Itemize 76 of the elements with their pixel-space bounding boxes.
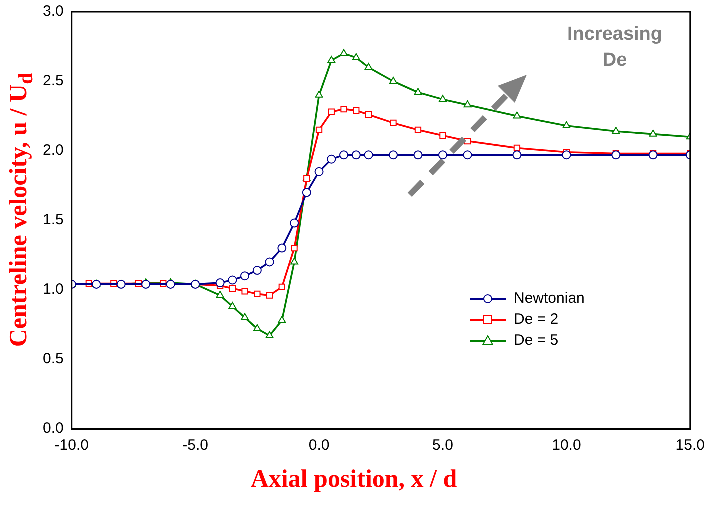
point bbox=[340, 150, 349, 160]
point bbox=[463, 150, 472, 160]
point bbox=[438, 150, 448, 160]
point bbox=[513, 112, 522, 119]
point bbox=[340, 106, 348, 113]
y-tick-label: 0.0 bbox=[42, 420, 64, 438]
point bbox=[266, 331, 274, 338]
x-tick-label: 10.0 bbox=[552, 437, 582, 454]
y-tick-label: 2.5 bbox=[42, 72, 64, 90]
point bbox=[228, 276, 238, 285]
annotation: Increasing De bbox=[566, 23, 664, 73]
point bbox=[302, 188, 312, 198]
x-tick-label: 15.0 bbox=[676, 437, 706, 454]
point bbox=[352, 53, 360, 60]
point bbox=[290, 218, 300, 228]
point bbox=[216, 291, 224, 298]
point bbox=[365, 112, 372, 118]
legend-label: De = 2 bbox=[514, 311, 559, 328]
point bbox=[562, 150, 572, 160]
x-tick-label: 5.0 bbox=[432, 437, 454, 454]
legend-label: Newtonian bbox=[514, 290, 585, 307]
point bbox=[414, 88, 422, 96]
point bbox=[327, 154, 336, 164]
y-tick-label: 1.0 bbox=[42, 281, 64, 298]
point bbox=[440, 132, 446, 140]
point bbox=[464, 100, 472, 108]
point bbox=[414, 150, 423, 160]
point bbox=[240, 272, 250, 281]
point bbox=[353, 107, 360, 114]
y-tick-label: 2.0 bbox=[42, 142, 64, 160]
point bbox=[316, 126, 323, 134]
point bbox=[314, 167, 324, 176]
point bbox=[241, 313, 250, 320]
point bbox=[340, 49, 348, 56]
point bbox=[216, 278, 225, 288]
point bbox=[253, 324, 262, 332]
y-tick-label: 1.5 bbox=[42, 212, 64, 229]
point bbox=[648, 150, 658, 160]
point bbox=[328, 56, 336, 64]
point bbox=[439, 95, 447, 102]
point bbox=[252, 266, 262, 276]
point bbox=[352, 150, 361, 160]
point bbox=[229, 285, 236, 292]
point bbox=[364, 63, 373, 70]
point bbox=[242, 288, 248, 295]
point bbox=[278, 284, 286, 291]
point bbox=[166, 280, 176, 289]
point bbox=[254, 290, 261, 298]
point bbox=[562, 121, 571, 128]
legend-label: De = 5 bbox=[514, 332, 559, 349]
point bbox=[328, 108, 335, 116]
point bbox=[390, 120, 397, 127]
point bbox=[290, 258, 298, 265]
point bbox=[389, 150, 398, 160]
point bbox=[228, 302, 237, 310]
y-tick-label: 3.0 bbox=[42, 3, 64, 20]
point bbox=[278, 316, 286, 324]
point bbox=[514, 144, 521, 152]
point bbox=[291, 244, 298, 252]
y-tick-label: 0.5 bbox=[42, 350, 64, 368]
point bbox=[315, 90, 324, 98]
point bbox=[390, 77, 398, 84]
point bbox=[142, 280, 151, 289]
point bbox=[414, 126, 422, 134]
x-tick-label: -10.0 bbox=[54, 437, 89, 454]
point bbox=[266, 292, 274, 299]
point bbox=[364, 150, 374, 160]
point bbox=[278, 244, 287, 253]
x-axis-title: Axial position, x / d bbox=[250, 466, 458, 494]
point bbox=[265, 258, 274, 267]
x-tick-label: 0.0 bbox=[308, 437, 330, 454]
point bbox=[612, 150, 621, 160]
x-tick-label: -5.0 bbox=[182, 437, 208, 454]
point bbox=[649, 130, 658, 137]
point bbox=[612, 127, 620, 134]
point bbox=[512, 150, 522, 160]
